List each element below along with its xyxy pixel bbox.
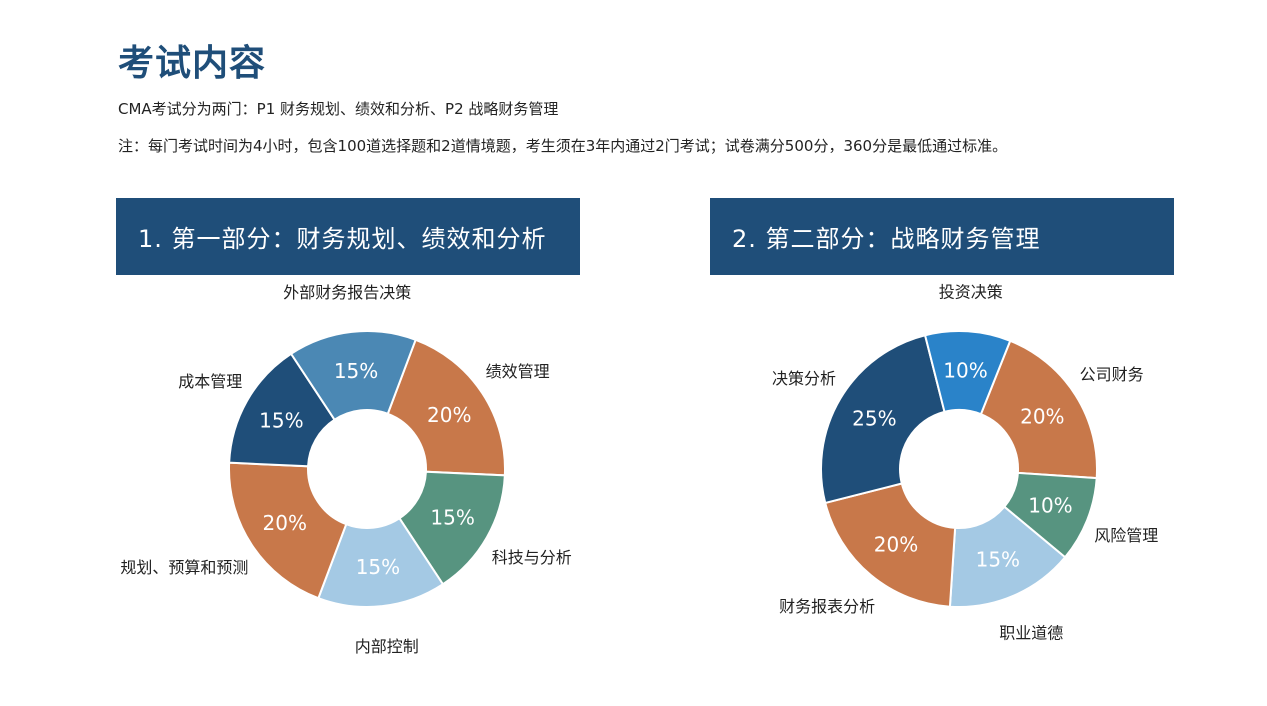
donut-slice [923,330,1012,416]
part2-header: 2. 第二部分：战略财务管理 [710,198,1174,275]
slice-category-label: 投资决策 [939,282,1003,301]
slice-percent-label: 20% [263,511,307,535]
donut-slice [820,334,946,505]
slice-percent-label: 10% [1028,494,1072,518]
slice-percent-label: 15% [430,506,474,530]
slice-category-label: 内部控制 [355,637,419,656]
slice-percent-label: 25% [852,407,896,431]
slice-category-label: 风险管理 [1094,526,1158,545]
slice-percent-label: 15% [259,408,303,432]
page-title: 考试内容 [118,43,267,84]
donut-slice [948,505,1067,608]
slice-category-label: 科技与分析 [492,548,572,567]
exam-note: 注：每门考试时间为4小时，包含100道选择题和2道情境题，考生须在3年内通过2门… [118,137,1008,155]
donut-slice [317,516,445,608]
slice-category-label: 成本管理 [178,372,242,391]
slice-category-label: 绩效管理 [486,362,550,381]
slice-category-label: 规划、预算和预测 [120,558,248,577]
slice-category-label: 公司财务 [1080,365,1144,384]
slice-percent-label: 15% [356,555,400,579]
slice-percent-label: 20% [874,533,918,557]
slice-percent-label: 20% [1020,404,1064,428]
donut-chart-1: 20% 绩效管理 15% 科技与分析 15% 内部控制 20% 规划、预算和预测 15% 成本管理… [120,283,571,656]
donut-slice [228,352,336,468]
slice-category-label: 决策分析 [772,369,836,388]
slice-percent-label: 15% [334,359,378,383]
donut-slice [398,470,506,586]
donut-slice [289,330,417,422]
slice-percent-label: 10% [943,359,987,383]
slice-category-label: 财务报表分析 [779,597,875,616]
donut-chart-2: 20% 公司财务 10% 风险管理 15% 职业道德 20% 财务报表分析 25% 决策分析 10%… [772,282,1158,642]
donut-slice [386,338,506,477]
donut-slice [228,461,348,600]
slice-category-label: 职业道德 [999,624,1063,643]
slice-percent-label: 15% [976,548,1020,572]
slice-category-label: 外部财务报告决策 [283,283,411,302]
part1-header: 1. 第一部分：财务规划、绩效和分析 [116,198,580,275]
exam-intro: CMA考试分为两门：P1 财务规划、绩效和分析、P2 战略财务管理 [118,100,559,118]
donut-slice [979,339,1098,480]
donut-slice [824,482,957,608]
slice-percent-label: 20% [427,403,471,427]
